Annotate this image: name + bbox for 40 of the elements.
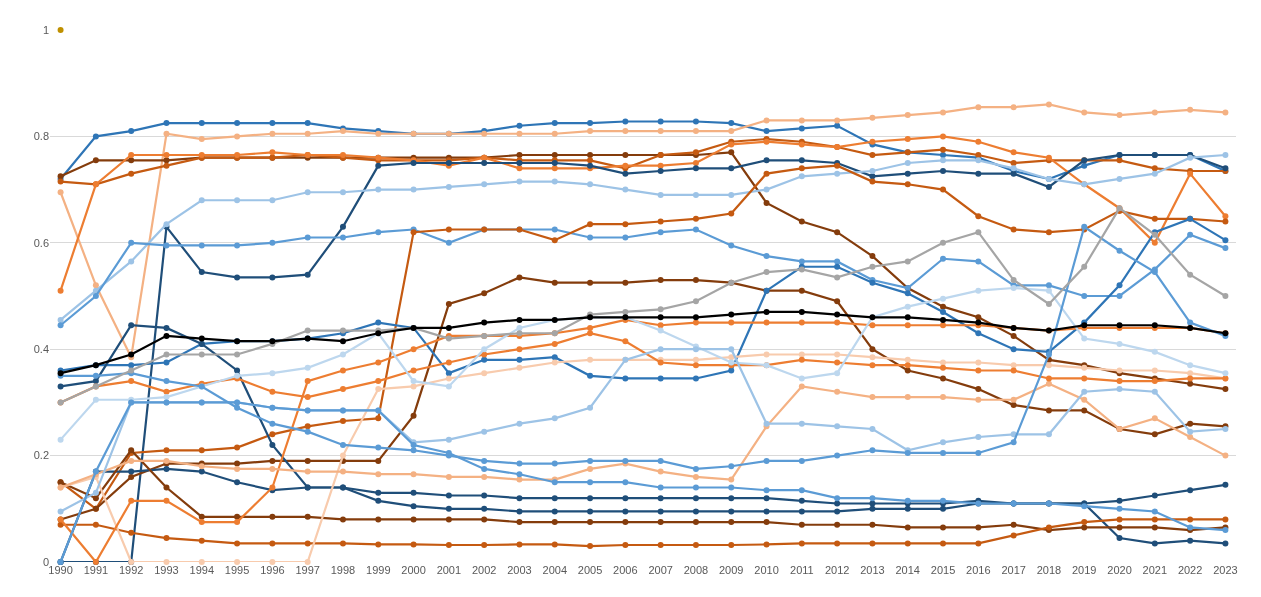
y-tick-label: 0.8 (33, 130, 49, 143)
x-tick-label: 2001 (436, 564, 462, 576)
x-tick-label: 2022 (1177, 564, 1203, 576)
x-tick-label: 1993 (154, 564, 179, 576)
x-tick-label: 1998 (330, 564, 356, 576)
x-tick-label: 1999 (366, 564, 391, 576)
x-tick-label: 2018 (1036, 564, 1062, 576)
x-tick-label: 2005 (577, 564, 603, 576)
x-tick-label: 2004 (542, 564, 567, 576)
x-tick-label: 1991 (83, 564, 109, 576)
x-tick-label: 2014 (895, 564, 920, 576)
y-tick-label: 0.4 (33, 343, 49, 356)
x-tick-label: 2010 (754, 564, 779, 576)
x-tick-label: 2020 (1107, 564, 1132, 576)
x-tick-label: 2017 (1001, 564, 1026, 576)
x-tick-label: 2008 (683, 564, 709, 576)
x-tick-label: 2013 (860, 564, 885, 576)
x-tick-label: 2023 (1213, 564, 1238, 576)
x-tick-label: 2021 (1142, 564, 1168, 576)
x-tick-label: 1994 (189, 564, 215, 576)
x-tick-label: 2019 (1071, 564, 1097, 576)
y-tick-label: 0.6 (33, 236, 49, 249)
x-tick-label: 1992 (118, 564, 144, 576)
y-tick-label: 1 (42, 23, 49, 36)
x-tick-label: 1997 (295, 564, 320, 576)
x-tick-label: 2016 (966, 564, 991, 576)
x-tick-label: 1995 (224, 564, 250, 576)
x-tick-label: 2007 (648, 564, 673, 576)
x-tick-label: 2006 (613, 564, 638, 576)
x-tick-label: 1996 (260, 564, 285, 576)
x-tick-label: 2011 (790, 564, 814, 576)
x-tick-label: 2012 (824, 564, 850, 576)
x-tick-label: 2000 (401, 564, 426, 576)
x-tick-label: 1990 (48, 564, 73, 576)
y-tick-label: 0 (42, 555, 49, 568)
x-tick-label: 2015 (930, 564, 956, 576)
x-tick-label: 2009 (719, 564, 744, 576)
x-tick-label: 2003 (507, 564, 532, 576)
x-tick-label: 2002 (471, 564, 497, 576)
y-tick-label: 0.2 (33, 449, 49, 462)
